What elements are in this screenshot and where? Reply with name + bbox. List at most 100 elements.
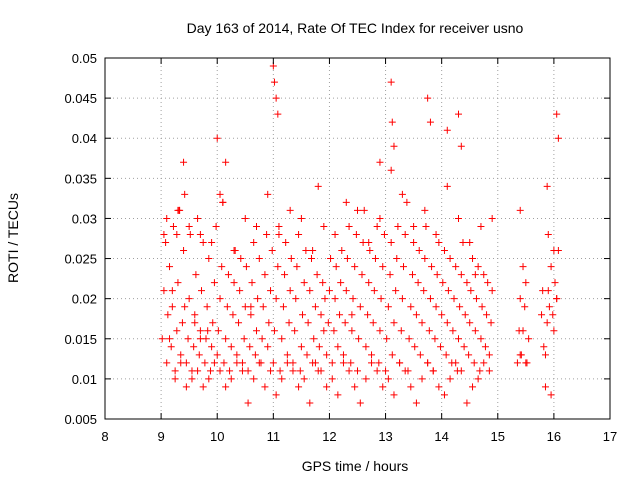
data-point: [319, 279, 327, 287]
data-point: [449, 327, 457, 335]
y-tick-label: 0.035: [64, 171, 97, 186]
data-point: [416, 351, 424, 359]
data-point: [424, 94, 432, 102]
data-point: [349, 295, 357, 303]
axis-ticks: [104, 57, 611, 420]
data-point: [371, 255, 379, 263]
data-point: [241, 214, 249, 222]
data-point: [315, 343, 323, 351]
data-point: [369, 319, 377, 327]
y-axis-label: ROTI / TECUs: [5, 193, 21, 283]
data-point: [543, 182, 551, 190]
data-point: [457, 271, 465, 279]
data-point: [522, 359, 530, 367]
data-point: [291, 327, 299, 335]
data-point: [425, 327, 433, 335]
data-point: [254, 295, 262, 303]
data-point: [289, 367, 297, 375]
data-point: [394, 222, 402, 230]
data-point: [379, 383, 387, 391]
data-point: [553, 110, 561, 118]
data-point: [342, 198, 350, 206]
data-point: [233, 359, 241, 367]
data-point: [334, 391, 342, 399]
data-point: [328, 375, 336, 383]
data-point: [204, 327, 212, 335]
data-point: [240, 335, 248, 343]
data-point: [466, 239, 474, 247]
data-point: [375, 359, 383, 367]
data-point: [229, 311, 237, 319]
data-point: [272, 295, 280, 303]
data-point: [286, 287, 294, 295]
data-point: [235, 319, 243, 327]
data-point: [180, 247, 188, 255]
data-point: [383, 335, 391, 343]
data-point: [485, 367, 493, 375]
data-point: [166, 263, 174, 271]
x-tick-label: 17: [603, 429, 617, 444]
data-point: [323, 383, 331, 391]
data-point: [421, 206, 429, 214]
data-point: [356, 399, 364, 407]
data-point: [463, 399, 471, 407]
data-point: [209, 319, 217, 327]
data-point: [250, 239, 258, 247]
data-point: [210, 359, 218, 367]
data-point: [270, 78, 278, 86]
y-tick-labels: 0.005 0.01 0.015 0.02 0.025 0.03 0.035 0.04 0.04…: [64, 51, 97, 427]
data-point: [238, 367, 246, 375]
data-point: [169, 222, 177, 230]
data-point: [168, 287, 176, 295]
data-point: [459, 239, 467, 247]
data-point: [338, 247, 346, 255]
data-point: [519, 263, 527, 271]
y-tick-label: 0.02: [72, 292, 97, 307]
data-point: [446, 255, 454, 263]
data-point: [206, 367, 214, 375]
data-point: [339, 351, 347, 359]
data-point: [422, 222, 430, 230]
data-point: [282, 239, 290, 247]
data-point: [196, 230, 204, 238]
data-point: [362, 343, 370, 351]
data-point: [457, 142, 465, 150]
data-point: [398, 190, 406, 198]
data-point: [311, 303, 319, 311]
data-point: [230, 247, 238, 255]
data-point: [299, 311, 307, 319]
data-point: [167, 343, 175, 351]
data-point: [320, 222, 328, 230]
data-point: [387, 78, 395, 86]
data-point: [278, 335, 286, 343]
data-point: [188, 375, 196, 383]
data-point: [387, 239, 395, 247]
data-point: [186, 230, 194, 238]
data-point: [309, 247, 317, 255]
data-point: [373, 222, 381, 230]
data-point: [424, 359, 432, 367]
data-point: [307, 255, 315, 263]
data-point: [456, 303, 464, 311]
data-point: [196, 327, 204, 335]
data-point: [356, 303, 364, 311]
data-point: [267, 287, 275, 295]
data-point: [443, 182, 451, 190]
data-point: [426, 118, 434, 126]
data-point: [306, 287, 314, 295]
y-tick-label: 0.05: [72, 51, 97, 66]
data-point: [276, 367, 284, 375]
data-point: [286, 206, 294, 214]
data-point: [310, 335, 318, 343]
data-point: [376, 214, 384, 222]
data-point: [191, 311, 199, 319]
data-point: [261, 383, 269, 391]
data-point: [544, 287, 552, 295]
data-point: [171, 367, 179, 375]
data-point: [480, 271, 488, 279]
data-point: [455, 335, 462, 343]
data-point: [403, 198, 411, 206]
data-point: [477, 335, 485, 343]
data-point: [342, 287, 350, 295]
chart-title: Day 163 of 2014, Rate Of TEC Index for r…: [187, 20, 524, 36]
